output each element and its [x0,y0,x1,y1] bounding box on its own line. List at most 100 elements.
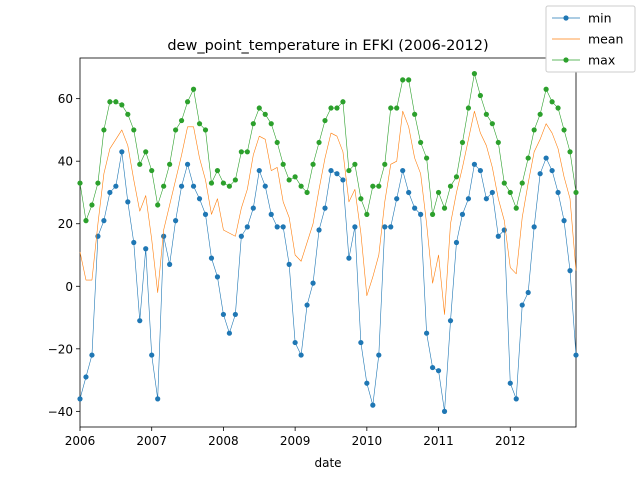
data-point-max [137,161,143,167]
data-point-min [340,177,346,183]
data-point-max [268,121,274,127]
data-point-min [424,330,430,336]
data-point-max [232,177,238,183]
data-point-min [208,255,215,261]
data-point-max [412,111,418,117]
y-tick-label: 40 [58,155,73,169]
data-point-max [435,189,442,196]
data-point-max [238,149,244,155]
data-point-min [441,408,448,414]
data-point-min [495,233,501,239]
data-point-min [304,302,310,308]
legend-marker-min [563,15,569,21]
data-point-max [304,189,310,196]
data-point-min [388,224,394,230]
data-point-min [280,224,286,230]
legend-item-min: min [552,11,612,26]
legend-item-max: max [552,53,615,68]
data-point-max [298,183,304,189]
y-tick-label: 20 [58,217,73,231]
x-tick-label: 2006 [65,434,96,448]
data-point-max [537,111,543,117]
data-point-min [477,167,483,174]
legend-marker-max [563,57,569,63]
data-point-max [519,180,525,186]
x-tick-label: 2012 [495,434,526,448]
data-point-max [119,102,125,108]
series-max [77,71,579,224]
data-point-max [418,139,424,146]
data-point-max [400,77,406,83]
data-point-min [447,318,454,324]
data-point-max [310,161,316,167]
series-line-mean [79,110,577,315]
data-point-min [406,189,412,196]
data-point-min [190,183,197,189]
data-point-min [483,196,489,202]
data-point-max [549,99,555,105]
data-point-max [167,161,173,167]
legend: min mean max [545,5,636,73]
axes-frame [79,57,577,428]
data-point-max [447,183,454,189]
data-point-min [459,211,466,217]
data-point-min [358,339,364,346]
data-point-max [155,202,161,208]
legend-items: min mean max [552,11,623,68]
data-point-max [131,127,137,133]
data-point-min [513,396,519,402]
data-point-max [483,111,489,117]
data-point-min [573,352,579,358]
data-point-max [531,127,537,133]
data-point-max [555,105,561,111]
data-point-min [525,289,531,296]
data-point-max [334,105,340,111]
data-point-min [531,224,537,230]
data-point-min [220,311,227,318]
data-point-max [274,139,280,146]
data-point-min [519,302,525,308]
data-point-max [340,99,346,105]
data-point-min [262,183,268,189]
data-point-min [412,205,418,211]
data-point-max [501,180,507,186]
data-point-min [334,171,340,177]
data-point-min [453,239,460,246]
data-point-min [196,196,203,202]
data-point-min [161,233,167,239]
data-point-max [352,161,358,167]
data-point-max [376,183,382,189]
data-point-max [286,177,292,183]
data-point-min [184,161,191,167]
data-point-min [202,211,209,217]
data-point-min [268,211,274,217]
data-point-max [561,127,567,133]
data-point-max [226,183,232,189]
data-point-max [441,205,448,211]
series-layer [77,71,579,414]
data-point-min [214,274,221,280]
data-point-max [95,180,101,186]
data-point-min [149,352,155,358]
data-point-min [370,402,376,408]
data-point-max [322,117,328,124]
x-tick-label: 2010 [352,434,383,448]
x-tick-label: 2008 [208,434,239,448]
data-point-min [256,167,262,174]
data-point-max [525,155,531,161]
data-point-max [364,211,370,217]
data-point-min [143,246,149,252]
x-axis-label: date [314,456,341,470]
data-point-min [567,268,573,274]
data-point-max [161,183,167,189]
data-point-min [131,239,137,246]
data-point-max [214,167,221,174]
data-point-min [125,199,131,205]
data-point-min [137,318,143,324]
data-point-min [250,205,256,211]
data-point-min [119,149,125,155]
data-point-max [107,99,113,105]
data-point-min [322,205,328,211]
data-point-max [113,99,119,105]
